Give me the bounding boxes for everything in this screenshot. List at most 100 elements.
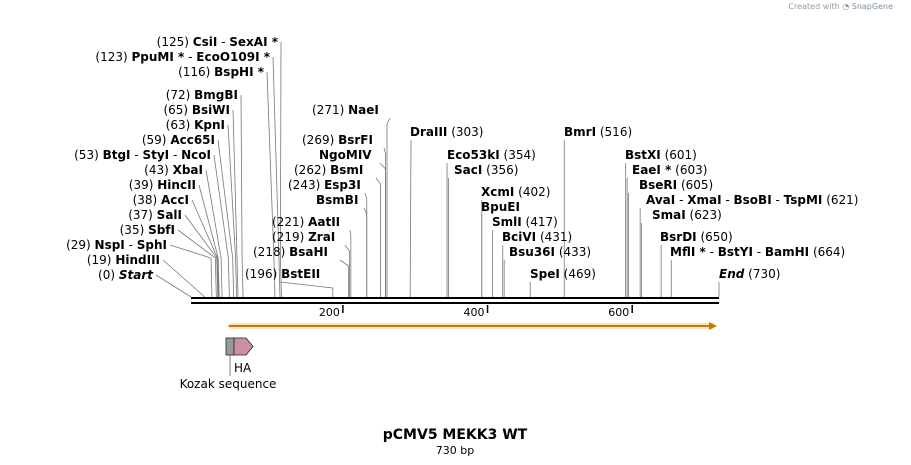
enzyme-name[interactable]: BsmI [330, 163, 363, 177]
enzyme-name[interactable]: TspMI [784, 193, 823, 207]
enzyme-name[interactable]: End [719, 267, 745, 281]
site-group-bsmbi[interactable]: BsmBI [316, 193, 358, 207]
site-group-draiii[interactable]: DraIII (303) [410, 125, 483, 139]
enzyme-name[interactable]: BsmBI [316, 193, 358, 207]
enzyme-name[interactable]: XcmI [481, 185, 514, 199]
site-group-acc65i[interactable]: (59) Acc65I [142, 133, 215, 147]
site-group-bsiwi[interactable]: (65) BsiWI [163, 103, 230, 117]
enzyme-name[interactable]: SalI [157, 208, 182, 222]
site-group-eaei[interactable]: EaeI * (603) [632, 163, 707, 177]
enzyme-name[interactable]: EcoO109I * [196, 50, 270, 64]
site-group-ppumi[interactable]: (123) PpuMI * - EcoO109I * [95, 50, 270, 64]
site-group-bsteii[interactable]: (196) BstEII [245, 267, 320, 281]
site-group-avai[interactable]: AvaI - XmaI - BsoBI - TspMI (621) [646, 193, 858, 207]
enzyme-name[interactable]: BmgBI [194, 88, 238, 102]
enzyme-name[interactable]: BsoBI [734, 193, 772, 207]
site-group-start[interactable]: (0) Start [98, 268, 154, 282]
enzyme-name[interactable]: BsrFI [338, 133, 373, 147]
enzyme-name[interactable]: CsiI [193, 35, 218, 49]
site-group-esp3i[interactable]: (243) Esp3I [288, 178, 361, 192]
site-group-nspi[interactable]: (29) NspI - SphI [66, 238, 167, 252]
site-group-spei[interactable]: SpeI (469) [530, 267, 596, 281]
site-group-aatii[interactable]: (221) AatII [272, 215, 340, 229]
enzyme-name[interactable]: KpnI [194, 118, 225, 132]
enzyme-name[interactable]: Eco53kI [447, 148, 500, 162]
enzyme-name[interactable]: ZraI [308, 230, 335, 244]
enzyme-name[interactable]: HindIII [115, 253, 160, 267]
site-group-bstxi[interactable]: BstXI (601) [625, 148, 697, 162]
enzyme-name[interactable]: SmaI [652, 208, 686, 222]
site-group-bsmi[interactable]: (262) BsmI [294, 163, 363, 177]
site-group-bsrfi[interactable]: (269) BsrFI [302, 133, 373, 147]
orf-arrow[interactable] [228, 322, 717, 330]
enzyme-name[interactable]: XmaI [687, 193, 721, 207]
enzyme-name[interactable]: BseRI [639, 178, 677, 192]
site-group-smai[interactable]: SmaI (623) [652, 208, 722, 222]
site-group-zrai[interactable]: (219) ZraI [272, 230, 335, 244]
site-group-bseri[interactable]: BseRI (605) [639, 178, 713, 192]
site-group-xcmi[interactable]: XcmI (402) [481, 185, 550, 199]
enzyme-name[interactable]: AvaI [646, 193, 675, 207]
enzyme-name[interactable]: Esp3I [324, 178, 361, 192]
site-group-bpuei[interactable]: BpuEI [481, 200, 520, 214]
enzyme-name[interactable]: AccI [161, 193, 189, 207]
ha-tag-arrow[interactable] [233, 337, 254, 356]
site-group-nael[interactable]: (271) NaeI [312, 103, 379, 117]
enzyme-name[interactable]: BstEII [281, 267, 320, 281]
enzyme-name[interactable]: SacI [454, 163, 482, 177]
site-group-saci[interactable]: SacI (356) [454, 163, 518, 177]
enzyme-name[interactable]: BsiWI [192, 103, 230, 117]
site-group-bmri[interactable]: BmrI (516) [564, 125, 632, 139]
enzyme-name[interactable]: AatII [308, 215, 340, 229]
enzyme-name[interactable]: StyI [142, 148, 169, 162]
site-group-smli[interactable]: SmlI (417) [492, 215, 558, 229]
orf-arrowhead[interactable] [709, 322, 717, 330]
site-group-xbai[interactable]: (43) XbaI [144, 163, 203, 177]
site-group-bsrdi[interactable]: BsrDI (650) [660, 230, 733, 244]
site-group-sbfi[interactable]: (35) SbfI [120, 223, 175, 237]
site-group-ngomiv[interactable]: NgoMIV [319, 148, 372, 162]
enzyme-name[interactable]: Start [119, 268, 154, 282]
site-group-bsu36i[interactable]: Bsu36I (433) [509, 245, 591, 259]
enzyme-name[interactable]: EaeI * [632, 163, 672, 177]
enzyme-name[interactable]: BspHI * [214, 65, 265, 79]
enzyme-name[interactable]: DraIII [410, 125, 447, 139]
enzyme-name[interactable]: Bsu36I [509, 245, 555, 259]
site-group-mfli[interactable]: MflI * - BstYI - BamHI (664) [670, 245, 845, 259]
site-group-hincii[interactable]: (39) HincII [129, 178, 196, 192]
site-group-bsahi[interactable]: (218) BsaHI [253, 245, 328, 259]
site-group-sali[interactable]: (37) SalI [128, 208, 182, 222]
enzyme-name[interactable]: BstYI [718, 245, 753, 259]
enzyme-name[interactable]: SphI [137, 238, 167, 252]
enzyme-name[interactable]: SbfI [148, 223, 175, 237]
kozak-sequence-box[interactable] [225, 337, 235, 356]
enzyme-name[interactable]: NgoMIV [319, 148, 372, 162]
site-group-hindiii[interactable]: (19) HindIII [87, 253, 160, 267]
enzyme-name[interactable]: BstXI [625, 148, 661, 162]
enzyme-name[interactable]: NcoI [181, 148, 211, 162]
enzyme-name[interactable]: Acc65I [170, 133, 215, 147]
site-group-csii[interactable]: (125) CsiI - SexAI * [157, 35, 279, 49]
enzyme-name[interactable]: NspI [95, 238, 125, 252]
site-group-bcivi[interactable]: BciVI (431) [502, 230, 572, 244]
enzyme-name[interactable]: BtgI [103, 148, 131, 162]
enzyme-name[interactable]: BpuEI [481, 200, 520, 214]
kozak-ha-feature[interactable]: HA Kozak sequence [180, 337, 277, 391]
site-group-eco53ki[interactable]: Eco53kI (354) [447, 148, 536, 162]
site-group-btgi[interactable]: (53) BtgI - StyI - NcoI [74, 148, 211, 162]
site-group-acci[interactable]: (38) AccI [133, 193, 189, 207]
enzyme-name[interactable]: SexAI * [229, 35, 278, 49]
enzyme-name[interactable]: NaeI [348, 103, 379, 117]
enzyme-name[interactable]: BciVI [502, 230, 536, 244]
enzyme-name[interactable]: SpeI [530, 267, 560, 281]
enzyme-name[interactable]: BsaHI [289, 245, 328, 259]
enzyme-name[interactable]: MflI * [670, 245, 706, 259]
enzyme-name[interactable]: BamHI [765, 245, 809, 259]
enzyme-name[interactable]: XbaI [173, 163, 203, 177]
enzyme-name[interactable]: PpuMI * [132, 50, 186, 64]
site-group-bmgbi[interactable]: (72) BmgBI [166, 88, 238, 102]
site-group-end[interactable]: End (730) [719, 267, 780, 281]
enzyme-name[interactable]: BsrDI [660, 230, 697, 244]
enzyme-name[interactable]: HincII [157, 178, 196, 192]
enzyme-name[interactable]: BmrI [564, 125, 596, 139]
